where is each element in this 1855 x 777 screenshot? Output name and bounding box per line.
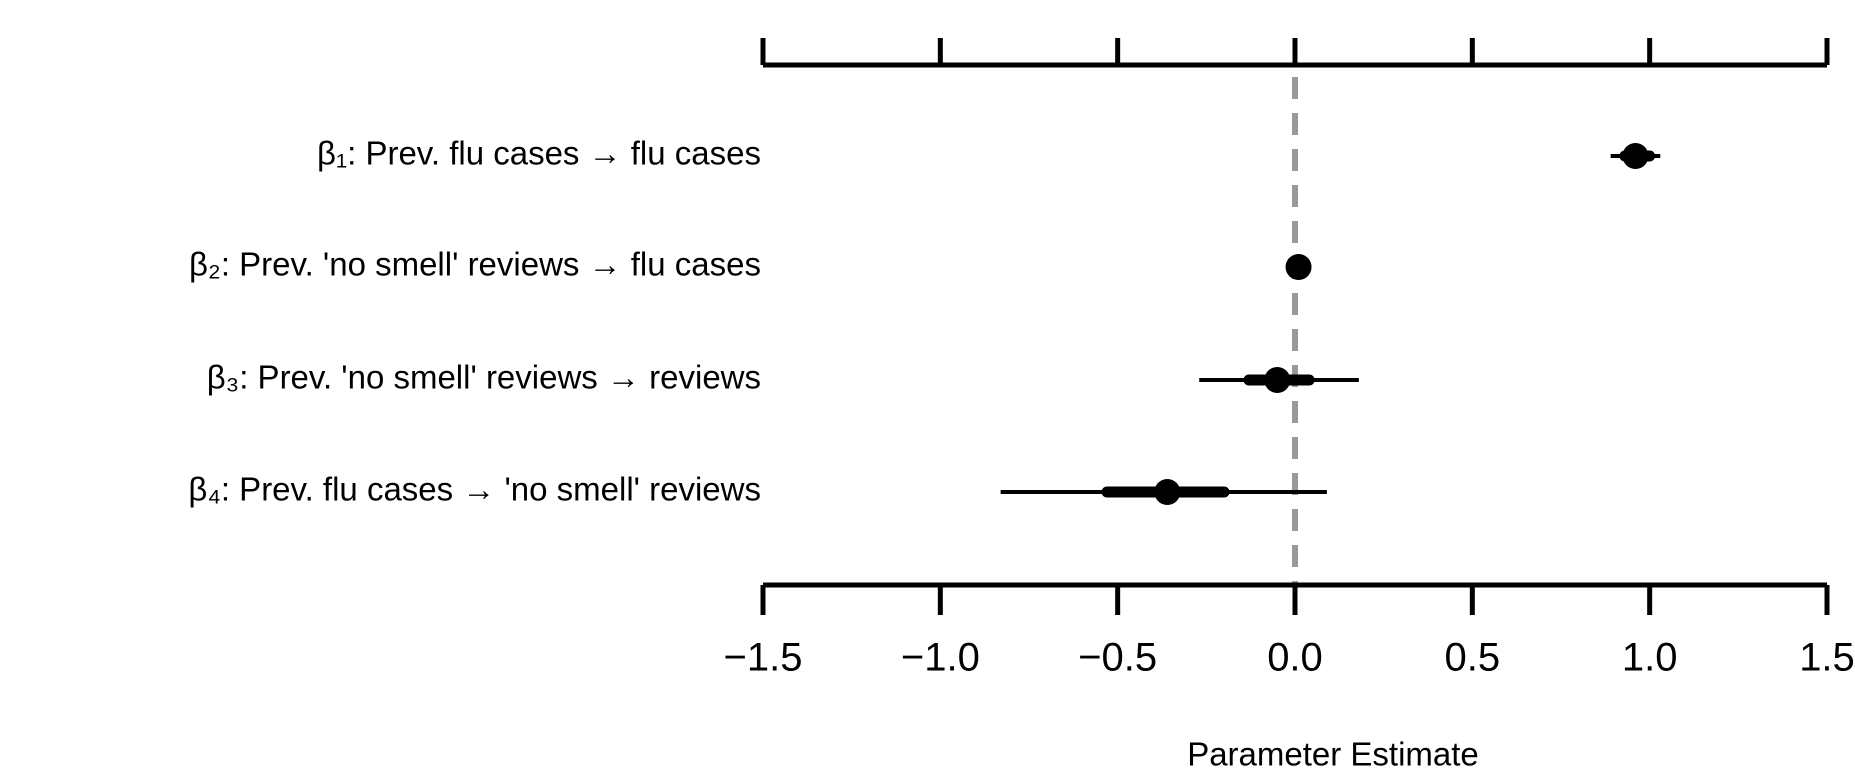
x-tick-label: −0.5 (1078, 636, 1157, 680)
x-tick-label: 0.0 (1267, 636, 1323, 680)
x-tick-label: 0.5 (1445, 636, 1501, 680)
row-label: β₃: Prev. 'no smell' reviews → reviews (207, 359, 761, 396)
x-tick-label: −1.0 (901, 636, 980, 680)
x-tick-label: 1.0 (1622, 636, 1678, 680)
row-label: β₄: Prev. flu cases → 'no smell' reviews (188, 471, 761, 508)
x-tick-label: 1.5 (1799, 636, 1855, 680)
point-estimate (1622, 143, 1649, 169)
row-label: β₁: Prev. flu cases → flu cases (317, 135, 761, 172)
x-tick-label: −1.5 (724, 636, 803, 680)
point-estimate (1264, 367, 1291, 393)
point-estimate (1154, 479, 1181, 505)
x-axis-label: Parameter Estimate (1187, 736, 1479, 773)
point-estimate (1285, 254, 1312, 280)
row-label: β₂: Prev. 'no smell' reviews → flu cases (189, 246, 761, 283)
